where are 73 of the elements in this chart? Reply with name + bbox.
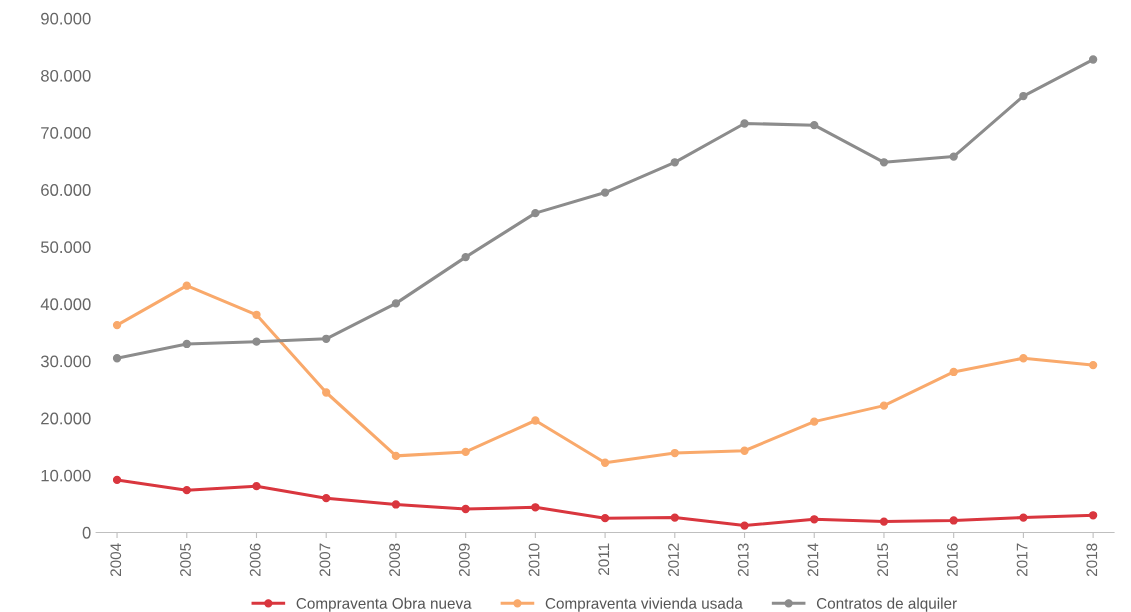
point [600, 458, 610, 467]
y-tick-label: 10.000 [41, 469, 91, 482]
legend-label: Compraventa Obra nueva [296, 597, 472, 612]
point [670, 448, 679, 458]
y-tick-label: 0 [82, 526, 91, 539]
point [461, 447, 470, 457]
point [531, 208, 540, 218]
y-tick-label: 20.000 [41, 412, 91, 425]
point [112, 320, 122, 330]
point [391, 299, 401, 308]
legend-label: Compraventa vivienda usada [545, 597, 743, 612]
point [322, 388, 331, 397]
point [112, 354, 122, 363]
x-tick-label: 2007 [319, 543, 331, 577]
point [810, 417, 819, 426]
point [531, 416, 540, 425]
x-tick-label: 2013 [737, 543, 749, 577]
point [391, 500, 401, 509]
point [810, 121, 819, 130]
x-tick-label: 2017 [1016, 543, 1028, 577]
point [252, 482, 261, 491]
point [949, 152, 958, 161]
point [112, 475, 122, 485]
y-tick-label: 60.000 [41, 184, 91, 196]
point [1088, 55, 1098, 64]
point [252, 337, 261, 346]
point [1088, 360, 1098, 370]
y-tick-label: 90.000 [41, 12, 91, 25]
y-tick-label: 70.000 [41, 127, 91, 139]
x-tick-label: 2010 [528, 543, 540, 577]
y-tick-label: 30.000 [40, 355, 91, 368]
point [949, 367, 958, 377]
point [670, 158, 679, 167]
x-tick-label: 2006 [249, 543, 261, 577]
point [182, 281, 191, 290]
x-tick-label: 2015 [877, 543, 889, 577]
point [391, 451, 401, 461]
y-tick-label: 40.000 [40, 298, 91, 311]
point [1019, 354, 1028, 363]
point [182, 486, 191, 495]
x-tick-label: 2014 [807, 543, 819, 577]
point [1019, 91, 1028, 101]
point [461, 252, 470, 262]
x-tick-label: 2018 [1086, 543, 1098, 577]
y-tick-label: 50.000 [40, 241, 91, 254]
x-tick-label: 2005 [180, 543, 191, 577]
point [949, 516, 958, 525]
x-tick-label: 2008 [389, 543, 401, 577]
point [740, 446, 749, 455]
point [740, 119, 749, 128]
point [670, 513, 679, 522]
legend-label: Contratos de alquiler [816, 597, 957, 612]
point [182, 339, 191, 349]
point [879, 401, 889, 410]
point [600, 513, 610, 523]
point [600, 188, 610, 197]
point [879, 158, 889, 167]
x-tick-label: 2012 [668, 543, 679, 577]
point [252, 310, 261, 319]
point [322, 494, 331, 503]
point [1019, 513, 1028, 522]
x-tick-label: 2011 [598, 543, 610, 575]
x-tick-label: 2009 [458, 543, 470, 577]
x-tick-label: 2016 [946, 543, 958, 577]
point [1088, 511, 1098, 520]
point [740, 521, 749, 530]
point [322, 334, 331, 343]
y-tick-label: 80.000 [41, 69, 91, 82]
point [879, 517, 889, 526]
point [461, 504, 470, 514]
point [810, 515, 819, 524]
x-tick-label: 2004 [110, 543, 122, 577]
point [531, 503, 540, 512]
